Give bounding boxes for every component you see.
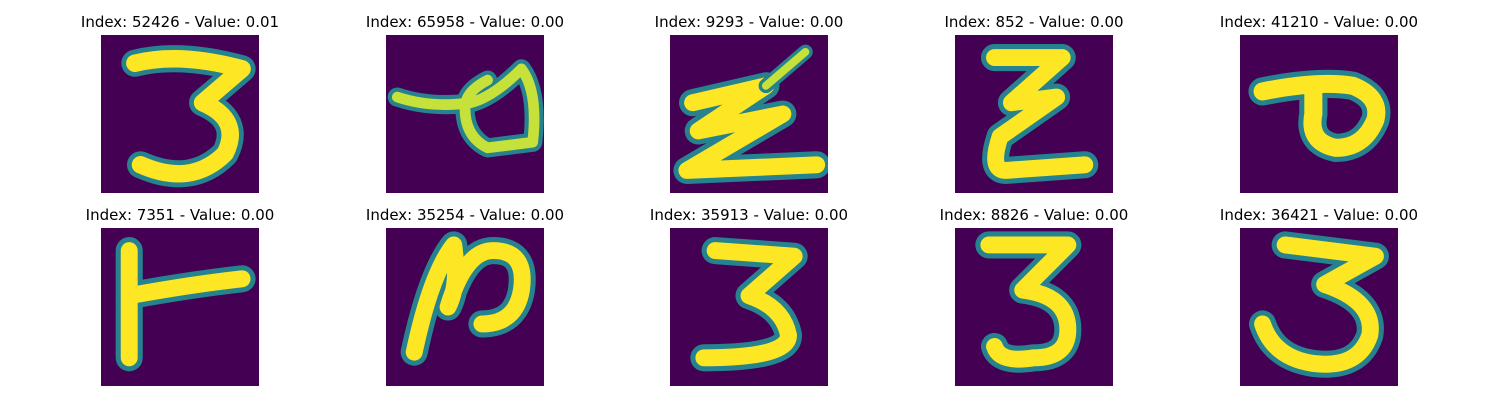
- sample-panel: Index: 7351 - Value: 0.00: [60, 205, 300, 395]
- sample-panel: Index: 8826 - Value: 0.00: [914, 205, 1154, 395]
- sample-panel: Index: 41210 - Value: 0.00: [1199, 12, 1439, 202]
- sample-title: Index: 36421 - Value: 0.00: [1219, 206, 1419, 224]
- sample-panel: Index: 9293 - Value: 0.00: [629, 12, 869, 202]
- sample-title: Index: 8826 - Value: 0.00: [939, 206, 1129, 224]
- sample-panel: Index: 65958 - Value: 0.00: [345, 12, 585, 202]
- sample-title: Index: 52426 - Value: 0.01: [80, 13, 280, 31]
- sample-panel: Index: 35254 - Value: 0.00: [345, 205, 585, 395]
- sample-title: Index: 65958 - Value: 0.00: [365, 13, 565, 31]
- digit-image: [670, 228, 828, 386]
- sample-panel: Index: 36421 - Value: 0.00: [1199, 205, 1439, 395]
- sample-title: Index: 9293 - Value: 0.00: [654, 13, 844, 31]
- digit-image: [1240, 228, 1398, 386]
- sample-panel: Index: 52426 - Value: 0.01: [60, 12, 300, 202]
- sample-panel: Index: 35913 - Value: 0.00: [629, 205, 869, 395]
- sample-panel: Index: 852 - Value: 0.00: [914, 12, 1154, 202]
- digit-image: [101, 35, 259, 193]
- digit-image: [386, 35, 544, 193]
- digit-image: [955, 228, 1113, 386]
- digit-image: [386, 228, 544, 386]
- sample-title: Index: 7351 - Value: 0.00: [85, 206, 275, 224]
- sample-title: Index: 35254 - Value: 0.00: [365, 206, 565, 224]
- digit-image: [670, 35, 828, 193]
- digit-image: [101, 228, 259, 386]
- sample-title: Index: 35913 - Value: 0.00: [649, 206, 849, 224]
- digit-image: [1240, 35, 1398, 193]
- digit-image: [955, 35, 1113, 193]
- sample-title: Index: 852 - Value: 0.00: [944, 13, 1124, 31]
- sample-title: Index: 41210 - Value: 0.00: [1219, 13, 1419, 31]
